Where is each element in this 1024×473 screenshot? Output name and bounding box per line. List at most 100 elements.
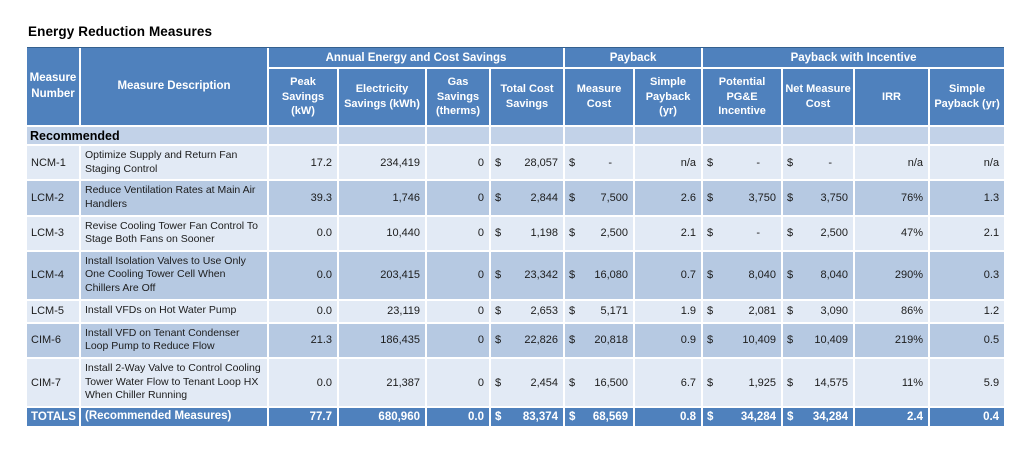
simple-payback-cell: n/a — [635, 146, 704, 182]
totals-simple-payback: 0.8 — [635, 407, 704, 428]
pge-incentive-cell: $3,750 — [703, 181, 784, 217]
totals-irr: 2.4 — [855, 407, 931, 428]
col-header-irr: IRR — [855, 69, 931, 127]
pge-incentive-cell: $1,925 — [703, 359, 784, 408]
totals-electricity-savings: 680,960 — [339, 407, 427, 428]
simple-payback-cell: 6.7 — [635, 359, 704, 408]
net-measure-cost-cell: $14,575 — [783, 359, 856, 408]
irr-cell: 11% — [855, 359, 931, 408]
currency-symbol: $ — [707, 305, 714, 318]
measure-description-cell: Reduce Ventilation Rates at Main Air Han… — [81, 181, 269, 217]
section-label: Recommended — [27, 127, 269, 146]
group-header-annual-savings: Annual Energy and Cost Savings — [269, 48, 566, 69]
measure-description-cell: Install VFDs on Hot Water Pump — [81, 300, 269, 324]
col-header-simple-payback: Simple Payback (yr) — [635, 69, 704, 127]
pge-incentive-cell: $ - — [703, 216, 784, 252]
simple-payback-cell: 0.9 — [635, 323, 704, 360]
measure-description-cell: Revise Cooling Tower Fan Control To Stag… — [81, 216, 269, 252]
measure-description-cell: Install Isolation Valves to Use Only One… — [81, 251, 269, 301]
gas-savings-cell: 0 — [427, 251, 491, 301]
totals-gas-savings: 0.0 — [427, 407, 491, 428]
col-header-measure-number: Measure Number — [27, 48, 81, 127]
page-title: Energy Reduction Measures — [28, 24, 213, 39]
simple-payback-incentive-cell: n/a — [930, 146, 1005, 182]
measure-number-cell: NCM-1 — [27, 146, 81, 182]
currency-symbol: $ — [787, 305, 794, 318]
irr-cell: 219% — [855, 323, 931, 360]
col-header-gas-savings: Gas Savings (therms) — [427, 69, 491, 127]
section-empty-cell — [703, 127, 784, 146]
simple-payback-cell: 1.9 — [635, 300, 704, 324]
currency-symbol: $ — [707, 410, 714, 423]
col-header-peak-savings: Peak Savings (kW) — [269, 69, 339, 127]
irr-cell: 86% — [855, 300, 931, 324]
section-empty-cell — [269, 127, 339, 146]
total-cost-savings-cell: $2,653 — [491, 300, 566, 324]
net-measure-cost-cell: $2,500 — [783, 216, 856, 252]
simple-payback-cell: 2.1 — [635, 216, 704, 252]
measure-cost-cell: $16,500 — [565, 359, 636, 408]
currency-symbol: $ — [787, 191, 794, 204]
currency-symbol: $ — [569, 334, 576, 347]
currency-symbol: $ — [707, 269, 714, 282]
simple-payback-cell: 0.7 — [635, 251, 704, 301]
electricity-savings-cell: 234,419 — [339, 146, 427, 182]
net-measure-cost-cell: $10,409 — [783, 323, 856, 360]
table-row: LCM-2 Reduce Ventilation Rates at Main A… — [27, 181, 1005, 217]
section-empty-cell — [855, 127, 931, 146]
group-header-payback: Payback — [565, 48, 704, 69]
group-header-row: Measure Number Measure Description Annua… — [27, 48, 1005, 127]
report-page: Energy Reduction Measures Measure Number… — [27, 24, 1005, 428]
totals-total-cost-savings: $83,374 — [491, 407, 566, 428]
currency-symbol: $ — [569, 305, 576, 318]
table-row: LCM-3 Revise Cooling Tower Fan Control T… — [27, 216, 1005, 252]
currency-symbol: $ — [787, 334, 794, 347]
col-header-pge-incentive: Potential PG&E Incentive — [703, 69, 784, 127]
section-row-recommended: Recommended — [27, 127, 1005, 146]
measure-number-cell: LCM-2 — [27, 181, 81, 217]
measure-number-cell: LCM-4 — [27, 251, 81, 301]
measure-cost-cell: $20,818 — [565, 323, 636, 360]
currency-symbol: $ — [707, 227, 714, 240]
col-header-measure-cost: Measure Cost — [565, 69, 636, 127]
peak-savings-cell: 0.0 — [269, 300, 339, 324]
net-measure-cost-cell: $ - — [783, 146, 856, 182]
totals-measure-cost: $68,569 — [565, 407, 636, 428]
total-cost-savings-cell: $2,454 — [491, 359, 566, 408]
currency-symbol: $ — [707, 191, 714, 204]
totals-row: TOTALS (Recommended Measures) 77.7 680,9… — [27, 407, 1005, 428]
currency-symbol: $ — [707, 334, 714, 347]
peak-savings-cell: 21.3 — [269, 323, 339, 360]
measure-number-cell: LCM-3 — [27, 216, 81, 252]
total-cost-savings-cell: $1,198 — [491, 216, 566, 252]
irr-cell: 47% — [855, 216, 931, 252]
table-row: CIM-7 Install 2-Way Valve to Control Coo… — [27, 359, 1005, 408]
gas-savings-cell: 0 — [427, 216, 491, 252]
gas-savings-cell: 0 — [427, 359, 491, 408]
irr-cell: n/a — [855, 146, 931, 182]
currency-symbol: $ — [495, 334, 502, 347]
measure-number-cell: LCM-5 — [27, 300, 81, 324]
measure-cost-cell: $ - — [565, 146, 636, 182]
total-cost-savings-cell: $23,342 — [491, 251, 566, 301]
section-empty-cell — [930, 127, 1005, 146]
total-cost-savings-cell: $2,844 — [491, 181, 566, 217]
simple-payback-incentive-cell: 0.5 — [930, 323, 1005, 360]
currency-symbol: $ — [787, 376, 794, 389]
simple-payback-incentive-cell: 2.1 — [930, 216, 1005, 252]
electricity-savings-cell: 10,440 — [339, 216, 427, 252]
currency-symbol: $ — [495, 269, 502, 282]
electricity-savings-cell: 203,415 — [339, 251, 427, 301]
electricity-savings-cell: 21,387 — [339, 359, 427, 408]
section-empty-cell — [427, 127, 491, 146]
gas-savings-cell: 0 — [427, 146, 491, 182]
electricity-savings-cell: 1,746 — [339, 181, 427, 217]
simple-payback-incentive-cell: 1.2 — [930, 300, 1005, 324]
totals-peak-savings: 77.7 — [269, 407, 339, 428]
simple-payback-incentive-cell: 5.9 — [930, 359, 1005, 408]
total-cost-savings-cell: $22,826 — [491, 323, 566, 360]
col-header-net-measure-cost: Net Measure Cost — [783, 69, 856, 127]
gas-savings-cell: 0 — [427, 181, 491, 217]
measure-number-cell: CIM-7 — [27, 359, 81, 408]
currency-symbol: $ — [707, 156, 714, 169]
